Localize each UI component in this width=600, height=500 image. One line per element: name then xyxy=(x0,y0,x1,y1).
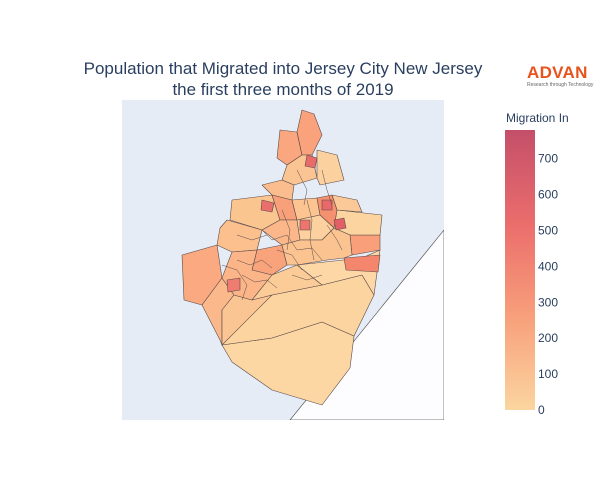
colorbar-tick-label: 100 xyxy=(538,367,558,381)
colorbar-tick-label: 600 xyxy=(538,188,558,202)
logo-wordmark: ADVAN xyxy=(527,63,588,82)
colorbar-ticks: 0 100 200 300 400 500 600 700 xyxy=(538,152,558,417)
chart-title: Population that Migrated into Jersey Cit… xyxy=(0,58,566,100)
colorbar-title: Migration In xyxy=(506,111,569,125)
tract-core-9[interactable] xyxy=(251,264,323,301)
colorbar-tick-label: 0 xyxy=(538,403,545,417)
colorbar-tick-label: 200 xyxy=(538,331,558,345)
advan-logo: ADVAN Research through Technology xyxy=(527,63,595,89)
chart-title-line-1: Population that Migrated into Jersey Cit… xyxy=(83,59,483,78)
colorbar: 0 100 200 300 400 500 600 700 xyxy=(505,130,558,417)
colorbar-gradient xyxy=(505,130,535,410)
tract-hot-4[interactable] xyxy=(299,219,311,231)
tract-hot-1[interactable] xyxy=(304,154,318,169)
tract-north-5[interactable] xyxy=(261,179,295,201)
chart-title-line-2: the first three months of 2019 xyxy=(172,80,394,99)
tract-hot-6[interactable] xyxy=(226,277,241,293)
tract-core-7[interactable] xyxy=(281,227,353,266)
minor-tract-lines xyxy=(221,169,343,301)
tract-hot-3[interactable] xyxy=(321,199,333,211)
choropleth-map[interactable] xyxy=(122,100,444,420)
census-tracts xyxy=(181,109,383,406)
colorbar-tick-label: 300 xyxy=(538,295,558,309)
tract-hot-2[interactable] xyxy=(260,199,275,213)
logo-tagline: Research through Technology xyxy=(527,82,594,88)
colorbar-tick-label: 700 xyxy=(538,152,558,166)
tract-east-2[interactable] xyxy=(343,254,381,273)
colorbar-tick-label: 500 xyxy=(538,224,558,238)
colorbar-tick-label: 400 xyxy=(538,259,558,273)
tract-hot-5[interactable] xyxy=(333,217,347,231)
